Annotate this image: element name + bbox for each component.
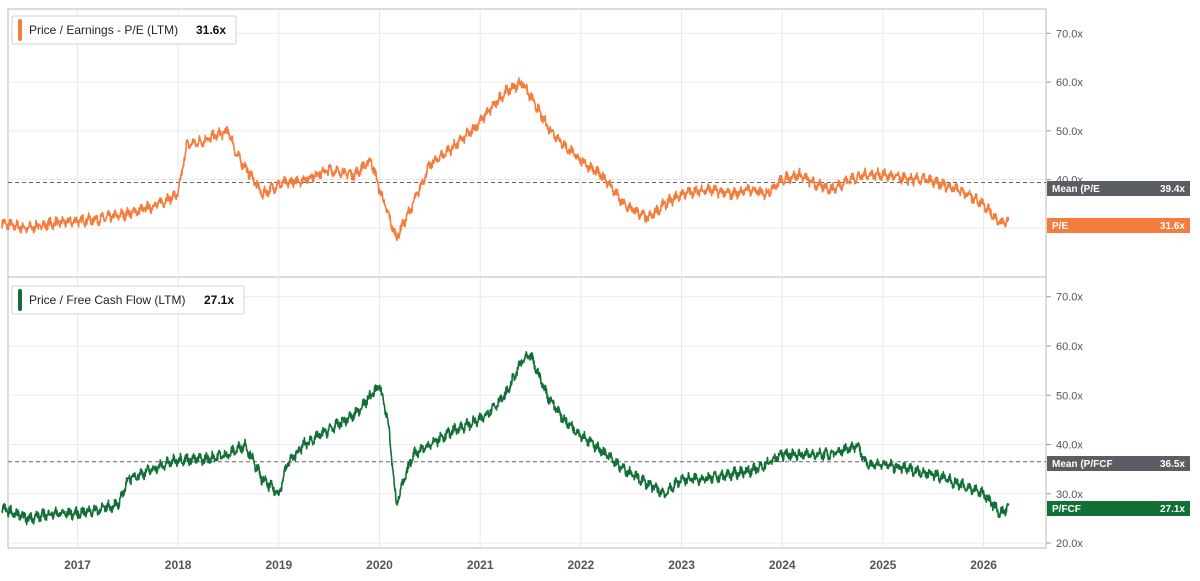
x-tick-label: 2024	[769, 558, 796, 572]
y-tick-label: 70.0x	[1056, 28, 1083, 40]
pfcf-current-tag: P/FCF 27.1x	[1047, 501, 1190, 516]
pe-legend-swatch	[18, 19, 22, 41]
pe-current-tag-bg	[1047, 218, 1190, 233]
pfcf-legend-swatch	[18, 289, 22, 311]
pe-legend-box	[11, 15, 237, 45]
y-tick-label: 70.0x	[1056, 292, 1083, 304]
pe-current-tag-label: P/E	[1052, 221, 1068, 232]
pfcf-panel	[7, 276, 1047, 549]
pfcf-current-tag-value: 27.1x	[1160, 504, 1185, 515]
pfcf-legend-box	[11, 285, 245, 315]
pe-legend-label: Price / Earnings - P/E (LTM)	[29, 23, 178, 37]
x-tick-label: 2022	[568, 558, 595, 572]
x-tick-label: 2018	[165, 558, 192, 572]
pfcf-series-line	[1, 350, 1010, 526]
pe-legend-value: 31.6x	[196, 23, 226, 37]
pe-legend: Price / Earnings - P/E (LTM) 31.6x	[11, 15, 237, 45]
pfcf-mean-tag-bg	[1047, 456, 1190, 471]
pe-mean-tag-label: Mean (P/E	[1052, 184, 1100, 195]
y-tick-label: 60.0x	[1056, 77, 1083, 89]
pe-mean-tag-value: 39.4x	[1160, 184, 1185, 195]
y-tick-label: 30.0x	[1056, 489, 1083, 501]
x-tick-label: 2025	[870, 558, 897, 572]
x-tick-label: 2017	[64, 558, 91, 572]
x-tick-label: 2023	[668, 558, 695, 572]
pfcf-mean-tag: Mean (P/FCF 36.5x	[1047, 456, 1190, 471]
x-tick-label: 2021	[467, 558, 494, 572]
pfcf-current-tag-bg	[1047, 501, 1190, 516]
pfcf-current-tag-label: P/FCF	[1052, 504, 1081, 515]
pe-current-tag-value: 31.6x	[1160, 221, 1185, 232]
y-tick-label: 40.0x	[1056, 440, 1083, 452]
pfcf-legend-value: 27.1x	[204, 293, 234, 307]
x-tick-label: 2020	[366, 558, 393, 572]
pe-mean-tag: Mean (P/E 39.4x	[1047, 181, 1190, 196]
pe-current-tag: P/E 31.6x	[1047, 218, 1190, 233]
x-tick-label: 2026	[970, 558, 997, 572]
pe-mean-tag-bg	[1047, 181, 1190, 196]
pfcf-mean-tag-label: Mean (P/FCF	[1052, 459, 1113, 470]
pe-panel	[7, 8, 1047, 278]
y-tick-label: 50.0x	[1056, 126, 1083, 138]
y-tick-label: 50.0x	[1056, 390, 1083, 402]
pfcf-legend: Price / Free Cash Flow (LTM) 27.1x	[11, 285, 245, 315]
pfcf-mean-tag-value: 36.5x	[1160, 459, 1185, 470]
pfcf-legend-label: Price / Free Cash Flow (LTM)	[29, 293, 185, 307]
y-tick-label: 20.0x	[1056, 538, 1083, 550]
pe-series-line	[1, 77, 1010, 242]
x-tick-label: 2019	[265, 558, 292, 572]
y-tick-label: 60.0x	[1056, 341, 1083, 353]
